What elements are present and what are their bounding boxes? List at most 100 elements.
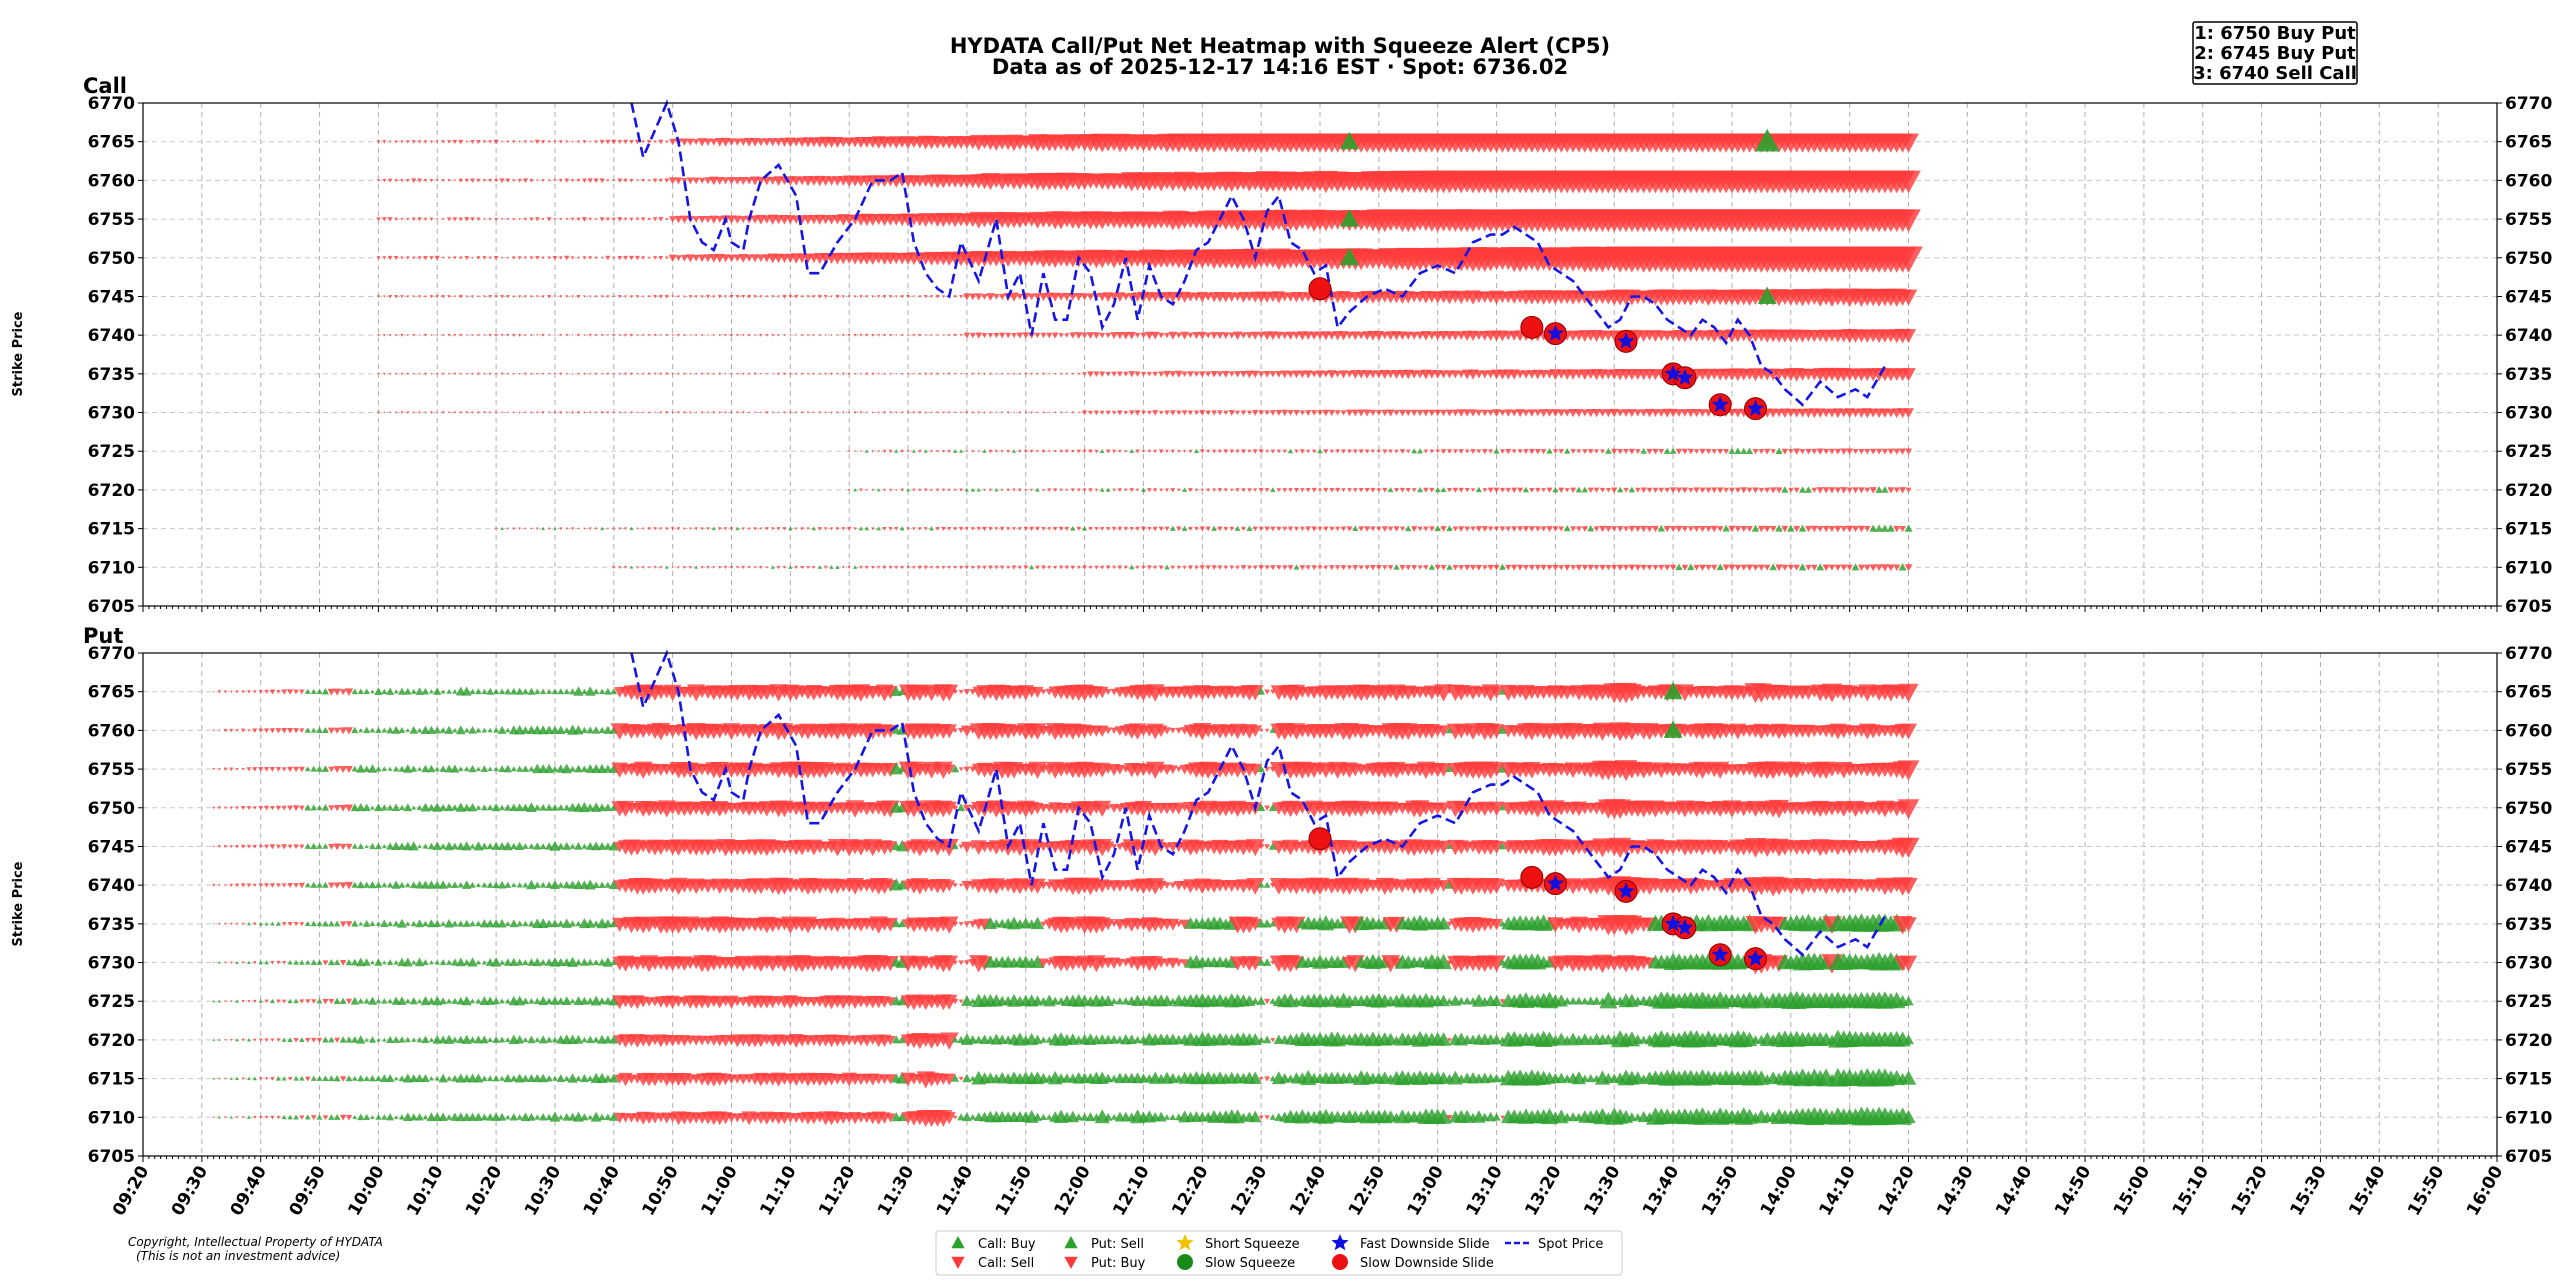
sell-flow-marker: [641, 140, 645, 144]
sell-flow-marker: [1388, 449, 1393, 454]
sell-flow-marker: [1651, 409, 1660, 418]
sell-flow-marker: [794, 372, 798, 376]
sell-flow-marker: [906, 334, 910, 337]
sell-flow-marker: [1258, 410, 1264, 416]
y-tick-label-right: 6755: [2505, 760, 2552, 780]
y-tick-label-left: 6745: [88, 287, 135, 307]
sell-flow-marker: [647, 566, 651, 569]
sell-flow-marker: [1617, 448, 1623, 455]
buy-flow-marker: [1082, 525, 1088, 531]
sell-flow-marker: [500, 334, 504, 337]
sell-flow-marker: [559, 218, 563, 221]
y-tick-label-left: 6740: [88, 876, 135, 896]
sell-flow-marker: [376, 256, 381, 260]
sell-flow-marker: [1458, 487, 1464, 493]
sell-flow-marker: [618, 334, 621, 337]
sell-flow-marker: [782, 527, 787, 531]
buy-flow-marker: [982, 449, 987, 453]
sell-flow-marker: [977, 411, 980, 414]
sell-flow-marker: [429, 178, 434, 183]
sell-flow-marker: [865, 489, 868, 492]
sell-flow-marker: [423, 333, 428, 337]
sell-flow-marker: [652, 178, 658, 183]
sell-flow-marker: [736, 334, 739, 337]
sell-flow-marker: [1411, 526, 1418, 532]
sell-flow-marker: [930, 372, 934, 376]
sell-flow-marker: [605, 139, 611, 145]
sell-flow-marker: [1546, 487, 1553, 493]
sell-flow-marker: [912, 333, 916, 337]
sell-flow-marker: [835, 527, 840, 531]
sell-flow-marker: [1146, 565, 1152, 570]
sell-flow-marker: [1188, 449, 1193, 454]
sell-flow-marker: [553, 140, 557, 144]
sell-flow-marker: [895, 373, 898, 375]
sell-flow-marker: [1323, 565, 1329, 570]
sell-flow-marker: [1169, 410, 1176, 416]
sell-flow-marker: [1775, 564, 1783, 572]
sell-flow-marker: [894, 295, 898, 298]
sell-flow-marker: [771, 527, 775, 531]
sell-flow-marker: [653, 411, 657, 414]
sell-flow-marker: [765, 411, 769, 415]
sell-flow-marker: [941, 450, 945, 453]
sell-flow-marker: [1235, 488, 1240, 493]
sell-flow-marker: [1323, 449, 1329, 454]
sell-flow-marker: [1356, 370, 1366, 379]
sell-flow-marker: [582, 256, 587, 260]
sell-flow-marker: [1758, 449, 1765, 455]
sell-flow-marker: [1340, 565, 1347, 571]
sell-flow-marker: [692, 254, 700, 262]
sell-flow-marker: [1523, 564, 1529, 571]
sell-flow-marker: [647, 372, 651, 376]
sell-flow-marker: [477, 334, 480, 337]
sell-flow-marker: [1740, 564, 1748, 571]
buy-flow-marker: [1193, 448, 1199, 454]
sell-flow-marker: [1581, 409, 1589, 417]
sell-flow-marker: [1106, 526, 1111, 531]
sell-flow-marker: [376, 140, 381, 144]
sell-flow-marker: [703, 138, 713, 146]
sell-flow-marker: [923, 488, 928, 492]
buy-flow-marker: [1293, 564, 1300, 570]
sell-flow-marker: [923, 527, 928, 531]
sell-flow-marker: [588, 333, 592, 337]
sell-flow-marker: [741, 411, 745, 415]
sell-flow-marker: [1823, 448, 1830, 455]
buy-flow-marker: [1129, 564, 1135, 570]
sell-flow-marker: [441, 334, 445, 337]
sell-flow-marker: [665, 140, 669, 144]
sell-flow-marker: [823, 565, 828, 570]
sell-flow-marker: [424, 295, 427, 298]
sell-flow-marker: [377, 411, 380, 414]
sell-flow-marker: [1230, 488, 1234, 492]
buy-flow-marker: [1288, 448, 1294, 454]
y-tick-label-left: 6710: [88, 1108, 135, 1128]
sell-flow-marker: [1452, 487, 1459, 493]
sell-flow-marker: [417, 178, 422, 183]
sell-flow-marker: [1007, 373, 1010, 375]
sell-flow-marker: [494, 178, 499, 183]
sell-flow-marker: [1669, 487, 1677, 494]
sell-flow-marker: [1322, 371, 1330, 378]
sell-flow-marker: [759, 295, 763, 299]
sell-flow-marker: [612, 295, 616, 298]
sell-flow-marker: [547, 334, 551, 337]
sell-flow-marker: [959, 411, 963, 414]
sell-flow-marker: [1115, 332, 1124, 340]
sell-flow-marker: [1693, 487, 1700, 494]
sell-flow-marker: [605, 255, 611, 261]
sell-flow-marker: [381, 217, 387, 222]
sell-flow-marker: [1675, 487, 1683, 494]
sell-flow-marker: [1752, 487, 1759, 494]
sell-flow-marker: [1065, 372, 1069, 376]
sell-flow-marker: [470, 217, 475, 222]
sell-flow-marker: [1623, 526, 1629, 532]
sell-flow-marker: [458, 178, 463, 183]
sell-flow-marker: [1373, 331, 1385, 341]
sell-flow-marker: [493, 256, 499, 261]
sell-flow-marker: [1450, 370, 1460, 379]
sell-flow-marker: [1047, 450, 1051, 453]
y-tick-label-right: 6715: [2505, 1070, 2552, 1090]
sell-flow-marker: [806, 565, 810, 570]
